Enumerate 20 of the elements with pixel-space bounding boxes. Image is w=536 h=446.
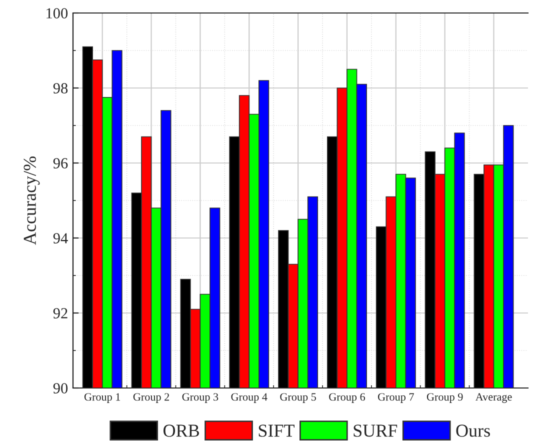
y-axis-title: Accuracy/% [24,156,40,245]
legend-label: ORB [163,424,199,437]
legend-label: Ours [456,424,490,437]
x-tick-label: Group 9 [426,393,463,403]
x-tick-label: Group 3 [182,393,218,403]
y-tick-label: 90 [53,383,68,394]
y-tick-label: 100 [46,8,68,18]
x-tick-label: Group 2 [133,393,170,403]
y-tick-label: 98 [53,83,68,94]
y-tick-label: 94 [53,233,68,244]
x-tick-label: Group 5 [280,393,316,403]
legend-label: SIFT [258,424,294,437]
x-tick-label: Group 7 [378,393,414,403]
y-tick-label: 92 [53,308,68,318]
x-tick-label: Group 4 [231,393,268,403]
y-tick-label: 96 [53,158,68,168]
x-tick-label: Group 1 [84,393,120,403]
x-tick-label: Average [475,393,512,403]
legend-label: SURF [354,424,398,437]
x-tick-label: Group 6 [329,393,366,403]
